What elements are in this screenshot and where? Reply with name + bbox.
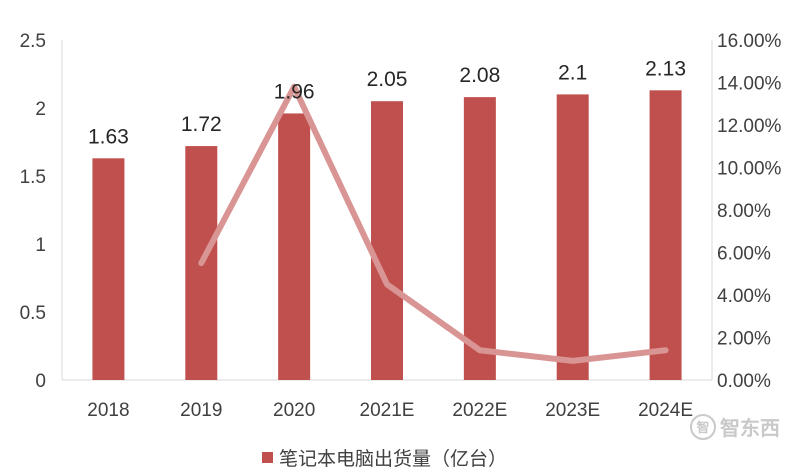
x-tick-label: 2018	[87, 400, 129, 421]
x-axis-ticks: 2018 2019 2020 2021E 2022E 2023E 2024E	[87, 400, 693, 421]
data-label: 1.96	[274, 80, 315, 103]
x-tick-label: 2024E	[638, 400, 693, 421]
right-tick-label: 4.00%	[717, 286, 771, 307]
bar-2020	[278, 113, 311, 380]
right-axis-ticks: 0.00% 2.00% 4.00% 6.00% 8.00% 10.00% 12.00% 14.…	[717, 31, 782, 392]
growth-rate-line	[198, 83, 669, 364]
left-tick-label: 2.5	[20, 31, 46, 52]
x-tick-label: 2023E	[545, 400, 600, 421]
watermark: 智 智东西	[690, 412, 780, 441]
x-tick-label: 2020	[273, 400, 315, 421]
legend-label: 笔记本电脑出货量（亿台）	[279, 447, 508, 470]
data-label: 2.1	[558, 61, 587, 84]
data-labels: 1.63 1.72 1.96 2.05 2.08 2.1 2.13	[88, 57, 686, 148]
data-label: 2.13	[645, 57, 686, 80]
right-tick-label: 12.00%	[717, 116, 782, 137]
left-tick-label: 0	[35, 371, 46, 392]
data-label: 2.08	[459, 64, 500, 87]
right-tick-label: 10.00%	[717, 159, 782, 180]
left-axis-ticks: 0 0.5 1 1.5 2 2.5	[20, 31, 46, 392]
bar-2024E	[649, 90, 682, 380]
x-tick-label: 2019	[180, 400, 222, 421]
data-label: 2.05	[367, 68, 408, 91]
legend-swatch	[262, 451, 273, 463]
left-tick-label: 2	[35, 99, 46, 120]
watermark-text: 智东西	[720, 416, 780, 440]
data-label: 1.72	[181, 113, 222, 136]
right-tick-label: 0.00%	[717, 371, 771, 392]
right-tick-label: 14.00%	[717, 74, 782, 95]
right-tick-label: 6.00%	[717, 244, 771, 265]
bar-series	[92, 90, 682, 381]
right-tick-label: 16.00%	[717, 31, 782, 52]
bar-2023E	[556, 94, 589, 381]
legend: 笔记本电脑出货量（亿台）	[262, 442, 507, 472]
left-tick-label: 1	[35, 235, 46, 256]
bar-2021E	[371, 101, 403, 380]
bar-2022E	[463, 97, 496, 381]
x-tick-label: 2022E	[452, 400, 507, 421]
bar-2018	[92, 158, 125, 380]
data-label: 1.63	[88, 125, 129, 148]
x-tick-label: 2021E	[360, 400, 415, 421]
left-tick-label: 1.5	[20, 167, 46, 188]
right-tick-label: 2.00%	[717, 329, 771, 350]
watermark-badge: 智	[690, 413, 716, 440]
right-tick-label: 8.00%	[717, 201, 771, 222]
left-tick-label: 0.5	[20, 303, 46, 324]
